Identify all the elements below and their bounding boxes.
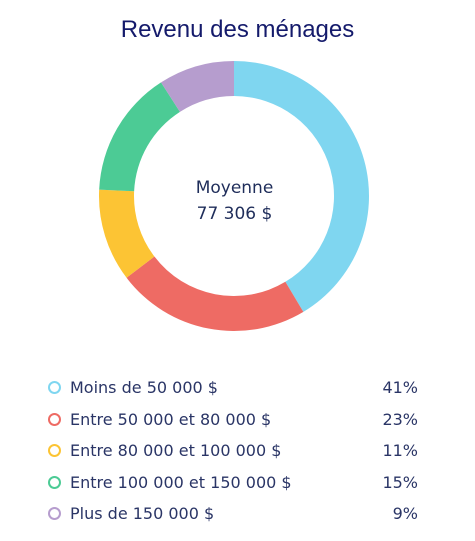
legend-percent: 41% [382, 378, 418, 398]
legend-item: Plus de 150 000 $ 9% [48, 498, 418, 530]
donut-slice-0 [234, 61, 369, 312]
center-value: 77 306 $ [196, 204, 273, 224]
legend-swatch [48, 507, 61, 521]
legend-percent: 15% [382, 472, 418, 492]
donut-chart [98, 61, 369, 331]
legend-item: Entre 80 000 et 100 000 $ 11% [48, 435, 418, 467]
legend-label: Entre 80 000 et 100 000 $ [70, 441, 282, 461]
legend-percent: 9% [392, 504, 418, 524]
legend-label: Moins de 50 000 $ [70, 378, 218, 398]
legend-item: Entre 50 000 et 80 000 $ 23% [48, 404, 418, 436]
legend-swatch [48, 444, 61, 458]
legend-label: Plus de 150 000 $ [70, 504, 215, 524]
legend-percent: 11% [382, 441, 418, 461]
legend-label: Entre 100 000 et 150 000 $ [70, 472, 292, 492]
chart-title: Revenu des ménages [120, 16, 355, 43]
donut-slice-1 [126, 256, 304, 331]
legend-swatch [48, 381, 61, 395]
legend-label: Entre 50 000 et 80 000 $ [70, 409, 272, 429]
donut-slice-2 [98, 189, 155, 278]
legend-percent: 23% [382, 409, 418, 429]
center-label: Moyenne [195, 178, 274, 198]
legend-swatch [48, 475, 61, 489]
legend-item: Entre 100 000 et 150 000 $ 15% [48, 467, 418, 499]
legend-item: Moins de 50 000 $ 41% [48, 372, 418, 404]
legend: Moins de 50 000 $ 41% Entre 50 000 et 80 0… [48, 372, 418, 530]
legend-swatch [48, 412, 61, 426]
donut-slice-3 [99, 82, 180, 192]
donut-slice-4 [161, 61, 234, 112]
